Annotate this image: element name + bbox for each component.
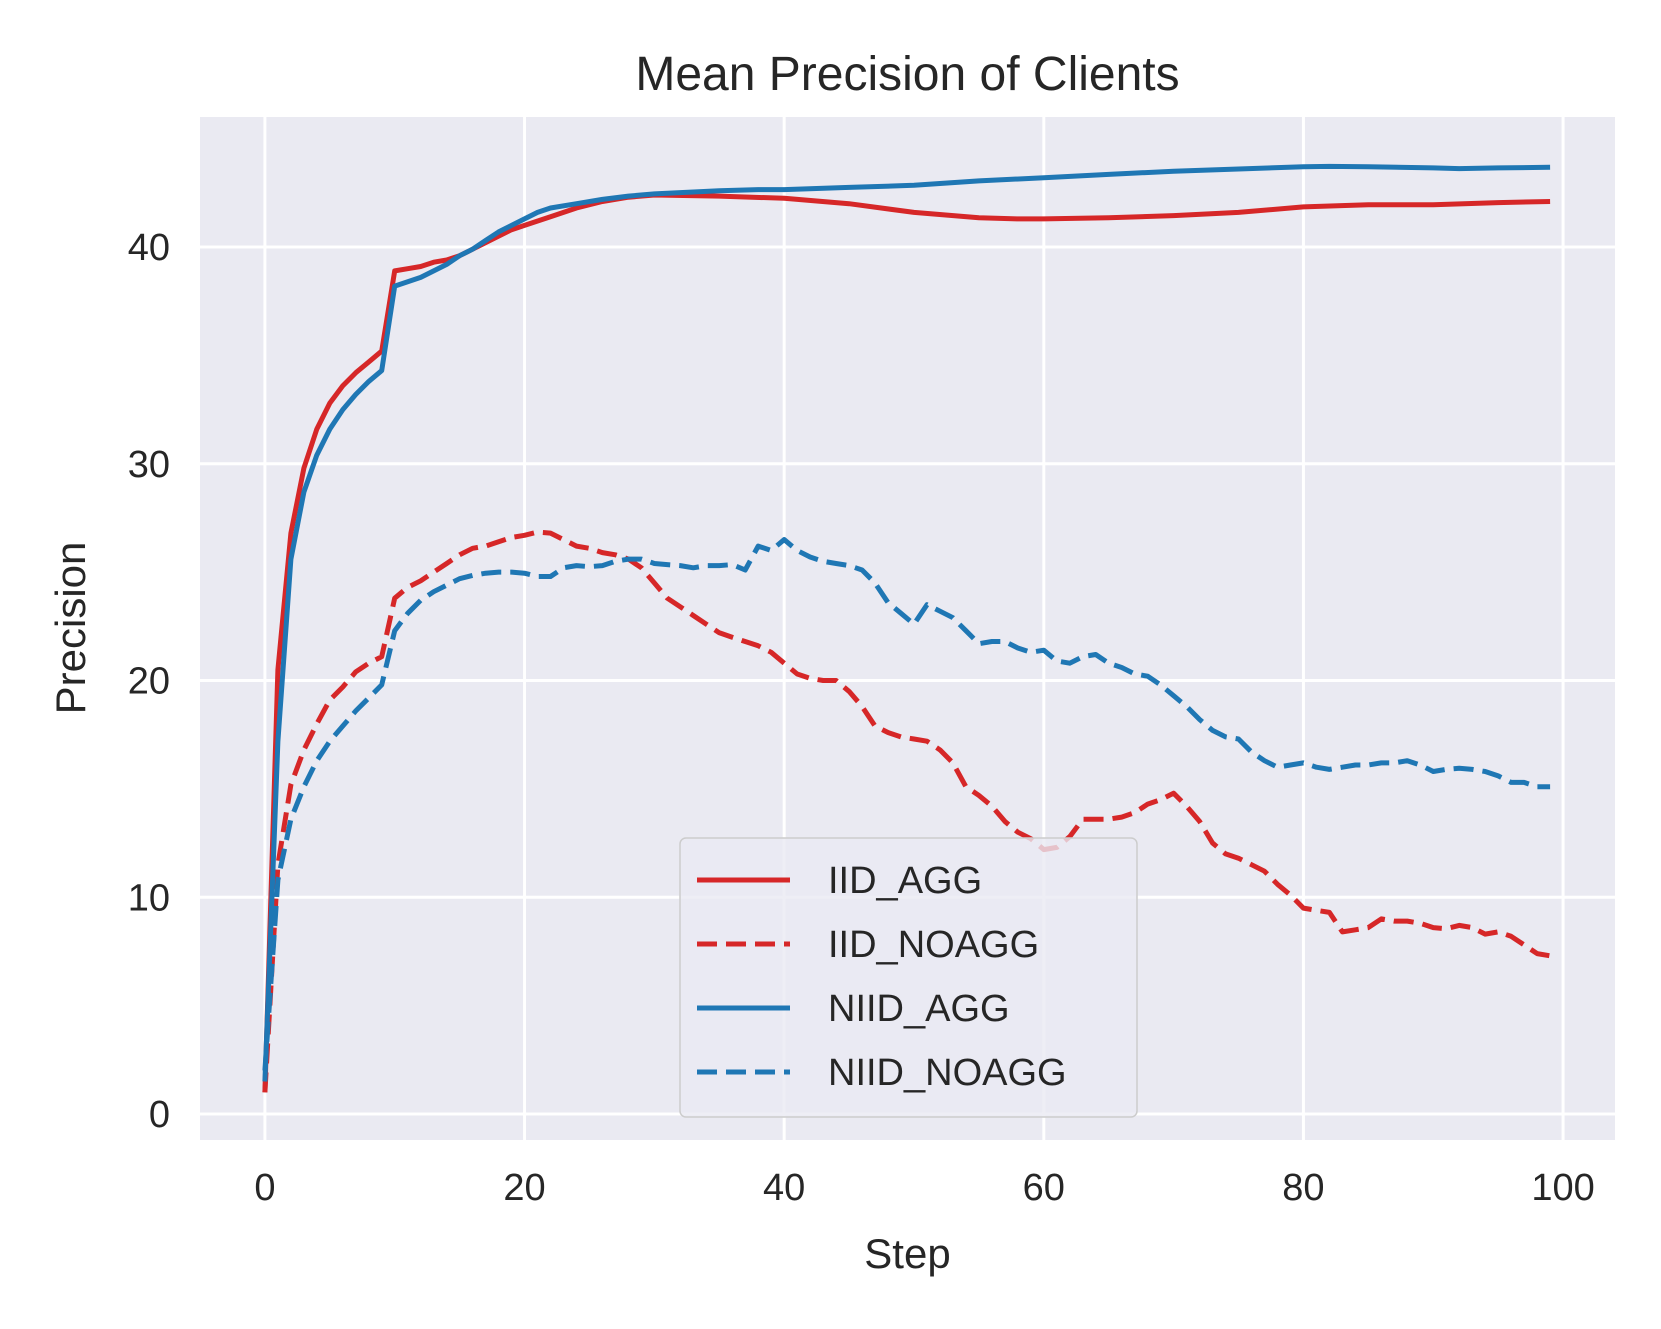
y-axis-title: Precision [47, 542, 94, 715]
y-tick-label: 0 [149, 1094, 170, 1136]
series-layer [262, 163, 1551, 1093]
legend-label: IID_NOAGG [828, 924, 1039, 966]
legend-label: NIID_AGG [828, 988, 1010, 1030]
y-tick-labels: 0 10 20 30 40 [128, 227, 170, 1136]
y-tick-label: 20 [128, 661, 170, 703]
legend-box [679, 837, 1138, 1118]
x-tick-label: 0 [254, 1167, 275, 1209]
x-tick-label: 100 [1531, 1167, 1594, 1209]
x-tick-label: 60 [1023, 1167, 1065, 1209]
legend-label: NIID_NOAGG [828, 1052, 1067, 1094]
legend: IID_AGG IID_NOAGG NIID_AGG NIID_NOAGG [679, 837, 1138, 1118]
series-line-niid-agg [262, 163, 1551, 1082]
x-tick-label: 80 [1282, 1167, 1324, 1209]
y-tick-label: 10 [128, 877, 170, 919]
chart-title: Mean Precision of Clients [635, 48, 1179, 101]
y-tick-label: 30 [128, 444, 170, 486]
x-axis-title: Step [864, 1230, 950, 1277]
legend-label: IID_AGG [828, 860, 982, 902]
series-line-niid-noagg [262, 537, 1551, 1071]
y-tick-label: 40 [128, 227, 170, 269]
x-tick-label: 20 [503, 1167, 545, 1209]
x-tick-label: 40 [763, 1167, 805, 1209]
series-line-iid-agg [262, 192, 1551, 1093]
x-tick-labels: 0 20 40 60 80 100 [254, 1167, 1594, 1209]
